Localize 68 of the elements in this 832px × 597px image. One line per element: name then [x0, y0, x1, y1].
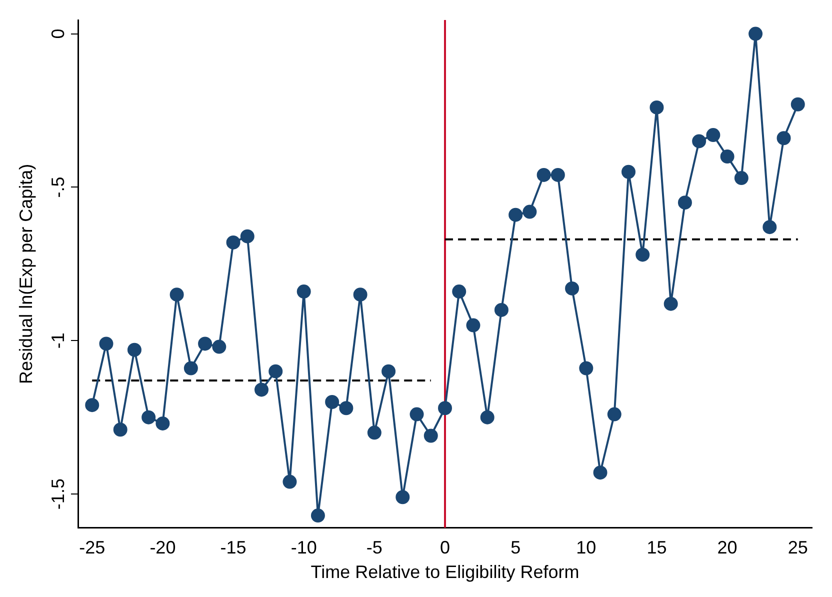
point	[762, 220, 777, 234]
x-tick-label: -5	[366, 538, 382, 558]
point	[466, 318, 480, 332]
point	[170, 288, 184, 302]
point	[310, 508, 325, 523]
x-tick-label: 25	[788, 538, 808, 558]
point	[282, 474, 297, 489]
x-tick-label: 5	[510, 538, 521, 558]
point	[156, 416, 170, 430]
point	[396, 490, 410, 504]
x-tick-label: 15	[646, 538, 667, 558]
point	[593, 466, 608, 480]
point	[678, 196, 692, 210]
point	[579, 361, 594, 376]
x-tick-label: 0	[440, 538, 450, 558]
x-axis-title: Time Relative to Eligibility Reform	[310, 562, 580, 582]
point	[494, 302, 508, 317]
point	[706, 128, 720, 142]
point	[720, 150, 734, 164]
x-tick-label: 20	[717, 538, 738, 558]
y-tick-label: 0	[48, 28, 68, 39]
point	[254, 382, 268, 397]
point	[268, 364, 283, 378]
point	[536, 168, 551, 182]
point	[508, 208, 523, 222]
point	[734, 171, 748, 186]
point	[410, 407, 424, 422]
point	[438, 401, 452, 416]
point	[296, 284, 311, 299]
point	[664, 296, 678, 311]
point	[565, 281, 580, 296]
x-tick-label: 10	[576, 538, 596, 558]
point	[790, 97, 805, 112]
y-axis-title: Residual ln(Exp per Capita)	[16, 164, 36, 384]
point	[622, 164, 636, 179]
point	[692, 134, 706, 148]
point	[85, 398, 100, 412]
y-tick-label: -.5	[48, 176, 68, 198]
point	[650, 100, 664, 114]
point	[424, 428, 438, 443]
point	[226, 235, 240, 250]
point	[522, 204, 537, 219]
point	[339, 401, 354, 416]
point	[240, 229, 254, 244]
point	[480, 410, 494, 424]
point	[607, 407, 622, 422]
point	[113, 422, 128, 437]
point	[776, 131, 791, 146]
point	[127, 342, 142, 357]
point	[325, 395, 340, 409]
point	[748, 26, 763, 41]
point	[184, 361, 198, 376]
x-tick-label: -10	[290, 538, 317, 558]
point	[452, 284, 466, 299]
y-tick-label: -1	[48, 332, 68, 349]
x-tick-label: -25	[79, 538, 106, 558]
point	[550, 168, 565, 182]
point	[142, 410, 156, 424]
point	[353, 288, 368, 302]
x-tick-label: -15	[220, 538, 246, 558]
point	[212, 340, 226, 354]
y-tick-label: -1.5	[48, 478, 68, 510]
x-tick-label: -20	[150, 538, 176, 558]
point	[367, 426, 382, 440]
point	[99, 336, 114, 351]
point	[382, 364, 396, 378]
point	[198, 336, 212, 351]
point	[636, 248, 650, 262]
